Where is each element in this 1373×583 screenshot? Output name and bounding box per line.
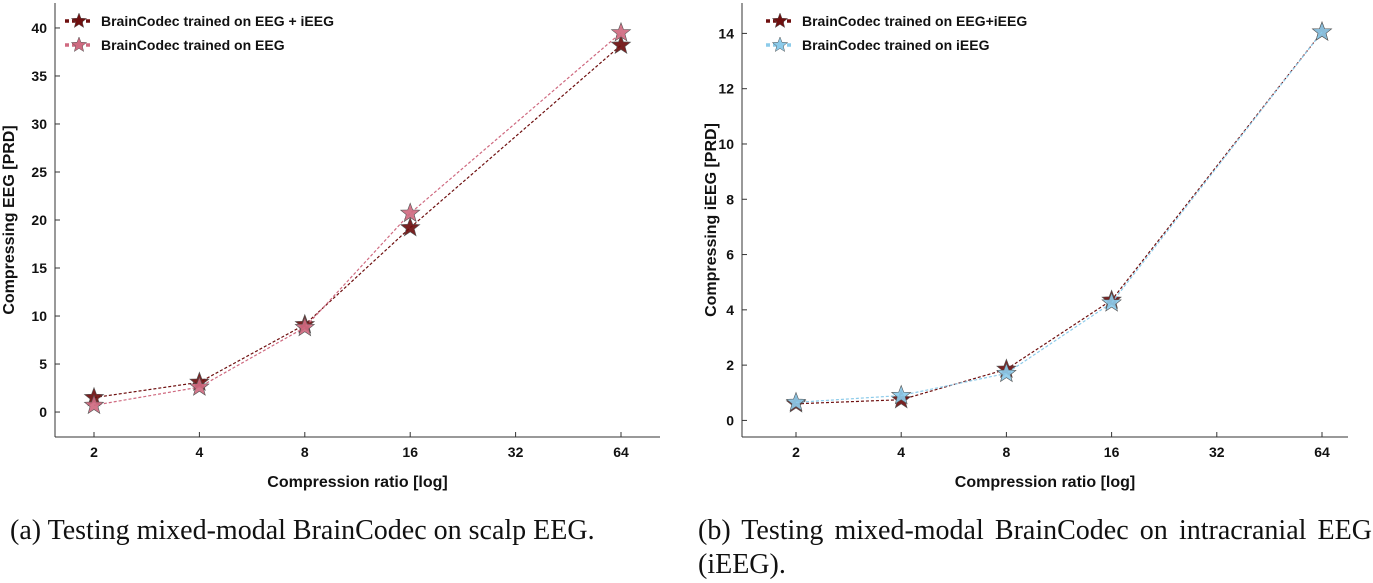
legend-label: BrainCodec trained on EEG bbox=[101, 37, 285, 53]
x-tick-label: 2 bbox=[90, 444, 98, 460]
y-axis-label: Compressing iEEG [PRD] bbox=[703, 123, 720, 317]
series-line bbox=[795, 31, 1323, 403]
chart-panel-b: 0 2 4 6 8 10 12 14 2 4 8 16 32 64 Compression ratio [l… bbox=[686, 0, 1373, 583]
data-point-star bbox=[785, 391, 807, 412]
data-point-star bbox=[1311, 21, 1333, 41]
series-1 bbox=[83, 34, 632, 407]
x-tick-label: 2 bbox=[792, 444, 800, 460]
y-tick-label: 20 bbox=[31, 212, 47, 228]
y-tick-label: 5 bbox=[39, 356, 47, 372]
data-point-star bbox=[399, 216, 421, 237]
legend: BrainCodec trained on EEG+iEEG BrainCodec… bbox=[766, 12, 1027, 53]
y-tick-label: 10 bbox=[31, 308, 47, 324]
y-tick-label: 30 bbox=[31, 116, 47, 132]
y-tick-label: 2 bbox=[726, 357, 734, 373]
data-point-star bbox=[610, 34, 632, 55]
y-tick-label: 6 bbox=[726, 247, 734, 263]
x-tick-label: 16 bbox=[1104, 444, 1120, 460]
y-tick-label: 10 bbox=[718, 136, 734, 152]
data-point-star bbox=[996, 362, 1017, 383]
data-point-star bbox=[1101, 292, 1122, 312]
caption-b: (b) Testing mixed-modal BrainCodec on in… bbox=[698, 515, 1372, 580]
data-point-star bbox=[399, 202, 421, 223]
series-line bbox=[93, 32, 622, 406]
caption-a: (a) Testing mixed-modal BrainCodec on sc… bbox=[10, 515, 595, 546]
legend-label: BrainCodec trained on EEG+iEEG bbox=[802, 13, 1027, 29]
legend-star-icon bbox=[771, 36, 789, 53]
series-2 bbox=[785, 21, 1333, 412]
y-tick-label: 14 bbox=[718, 25, 734, 41]
series-line bbox=[795, 31, 1323, 405]
y-axis-label: Compressing EEG [PRD] bbox=[1, 125, 18, 314]
legend-star-icon bbox=[771, 12, 789, 29]
chart-b: 0 2 4 6 8 10 12 14 2 4 8 16 32 64 Compression ratio [l… bbox=[703, 3, 1348, 491]
x-tick-label: 8 bbox=[1003, 444, 1011, 460]
x-axis-label: Compression ratio [log] bbox=[955, 474, 1135, 491]
series-line bbox=[93, 44, 622, 399]
axes: 0 2 4 6 8 10 12 14 2 4 8 16 32 64 bbox=[718, 3, 1348, 460]
legend-star-icon bbox=[70, 12, 88, 29]
legend-label: BrainCodec trained on iEEG bbox=[802, 37, 990, 53]
legend-label: BrainCodec trained on EEG + iEEG bbox=[101, 13, 334, 29]
x-tick-label: 4 bbox=[196, 444, 204, 460]
chart-panel-a: 0 5 10 15 20 25 30 35 40 2 4 8 16 32 64 Compression rat… bbox=[0, 0, 686, 583]
data-point-star bbox=[189, 376, 210, 396]
x-tick-label: 16 bbox=[402, 444, 418, 460]
x-tick-label: 32 bbox=[1209, 444, 1225, 460]
data-point-star bbox=[294, 316, 316, 337]
y-tick-label: 4 bbox=[726, 302, 734, 318]
x-tick-label: 32 bbox=[508, 444, 524, 460]
y-tick-label: 0 bbox=[39, 404, 47, 420]
y-tick-label: 8 bbox=[726, 191, 734, 207]
data-point-star bbox=[890, 384, 912, 405]
y-tick-label: 0 bbox=[726, 412, 734, 428]
legend: BrainCodec trained on EEG + iEEG BrainCod… bbox=[65, 12, 334, 53]
legend-star-icon bbox=[70, 36, 88, 53]
x-tick-label: 8 bbox=[301, 444, 309, 460]
y-tick-label: 40 bbox=[31, 20, 47, 36]
x-tick-label: 64 bbox=[613, 444, 629, 460]
x-tick-label: 4 bbox=[897, 444, 905, 460]
y-tick-label: 15 bbox=[31, 260, 47, 276]
y-tick-label: 12 bbox=[718, 81, 734, 97]
y-tick-label: 25 bbox=[31, 164, 47, 180]
x-axis-label: Compression ratio [log] bbox=[267, 474, 447, 491]
series-2 bbox=[83, 21, 632, 415]
x-tick-label: 64 bbox=[1314, 444, 1330, 460]
data-point-star bbox=[610, 21, 632, 42]
data-point-star bbox=[83, 394, 105, 415]
y-tick-label: 35 bbox=[31, 68, 47, 84]
series-1 bbox=[785, 21, 1333, 413]
